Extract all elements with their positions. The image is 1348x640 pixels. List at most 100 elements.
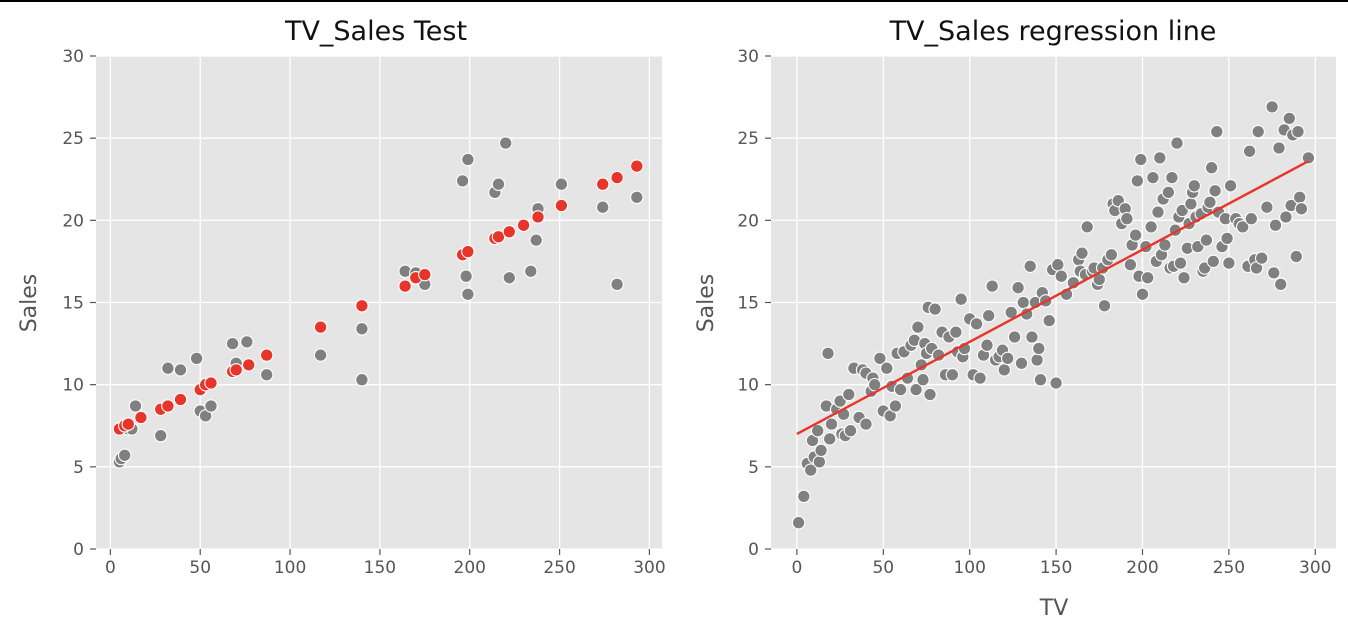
y-tick-label: 0	[748, 540, 759, 560]
data-point	[1187, 179, 1202, 193]
data-point	[128, 399, 143, 413]
data-point	[1282, 111, 1297, 126]
data-point	[355, 322, 369, 336]
data-point	[1023, 259, 1037, 274]
data-point	[985, 279, 999, 293]
data-point	[873, 351, 887, 366]
data-point	[1097, 299, 1112, 313]
data-point	[595, 177, 610, 191]
data-point	[893, 382, 908, 397]
y-tick-label: 30	[62, 47, 84, 67]
x-tick-label: 50	[189, 558, 211, 578]
data-point	[1049, 376, 1063, 390]
x-tick-label: 100	[953, 558, 985, 578]
data-point	[1294, 202, 1309, 216]
data-point	[502, 225, 517, 239]
data-point	[461, 287, 475, 302]
data-point	[630, 159, 644, 173]
data-point	[1292, 190, 1307, 205]
y-tick-label: 10	[737, 376, 759, 396]
data-point	[173, 363, 188, 377]
data-point	[1030, 353, 1044, 367]
data-point	[969, 317, 984, 331]
data-point	[1080, 220, 1094, 234]
data-point	[1184, 197, 1198, 211]
data-point	[1014, 356, 1029, 371]
data-point	[1208, 184, 1222, 198]
data-point	[189, 351, 204, 366]
data-point	[945, 368, 960, 382]
data-point	[498, 136, 513, 150]
data-point	[1144, 220, 1158, 234]
data-point	[610, 277, 624, 292]
data-point	[1135, 287, 1150, 302]
data-point	[1120, 211, 1134, 226]
data-point	[791, 515, 806, 530]
data-point	[491, 177, 506, 191]
data-point	[1042, 313, 1056, 328]
data-point	[1016, 295, 1031, 310]
x-tick-label: 150	[1040, 558, 1072, 578]
x-tick-label: 100	[274, 558, 306, 578]
data-point	[981, 308, 996, 323]
data-point	[153, 428, 168, 443]
data-point	[459, 269, 473, 283]
data-point	[1251, 124, 1265, 139]
data-point	[973, 371, 987, 385]
data-point	[1220, 231, 1234, 246]
x-tick-label: 50	[872, 558, 894, 578]
data-point	[1254, 251, 1269, 265]
data-point	[1177, 271, 1191, 285]
data-point	[1291, 124, 1305, 139]
y-tick-label: 5	[73, 458, 84, 478]
y-tick-label: 0	[73, 540, 84, 560]
data-point	[812, 455, 827, 469]
data-point	[529, 233, 543, 247]
data-point	[1272, 141, 1286, 155]
data-point	[1268, 218, 1283, 233]
data-point	[1265, 100, 1279, 114]
data-point	[524, 264, 538, 279]
data-point	[259, 368, 274, 382]
data-point	[229, 363, 243, 377]
data-point	[822, 432, 837, 446]
data-point	[204, 376, 218, 390]
data-point	[1279, 210, 1293, 224]
data-point	[880, 361, 894, 375]
x-tick-label: 250	[1213, 558, 1245, 578]
subplot-title: TV_Sales Test	[284, 16, 467, 47]
data-point	[161, 399, 175, 413]
x-tick-label: 300	[1299, 558, 1331, 578]
data-point	[204, 399, 218, 413]
data-point	[909, 382, 923, 397]
subplot-title: TV_Sales regression line	[889, 16, 1217, 47]
data-point	[516, 218, 531, 233]
data-point	[1165, 170, 1179, 185]
data-point	[455, 174, 470, 188]
data-point	[1011, 280, 1025, 295]
data-point	[1273, 277, 1288, 292]
data-point	[810, 423, 825, 438]
data-point	[1204, 160, 1219, 175]
data-point	[1130, 174, 1145, 188]
data-point	[1032, 341, 1046, 356]
data-point	[225, 336, 240, 351]
data-point	[461, 152, 475, 167]
data-point	[418, 267, 432, 282]
data-point	[797, 489, 811, 504]
data-point	[531, 210, 545, 224]
data-point	[241, 358, 256, 372]
data-point	[859, 417, 873, 431]
data-point	[1134, 152, 1148, 167]
data-point	[911, 320, 925, 334]
data-point	[843, 423, 858, 438]
data-point	[1244, 211, 1259, 226]
data-point	[954, 292, 968, 306]
data-point	[502, 271, 517, 285]
data-point	[355, 372, 369, 387]
data-point	[1170, 136, 1184, 150]
data-point	[610, 170, 624, 185]
data-point	[980, 338, 994, 352]
data-point	[117, 448, 132, 463]
data-point	[1000, 351, 1015, 366]
